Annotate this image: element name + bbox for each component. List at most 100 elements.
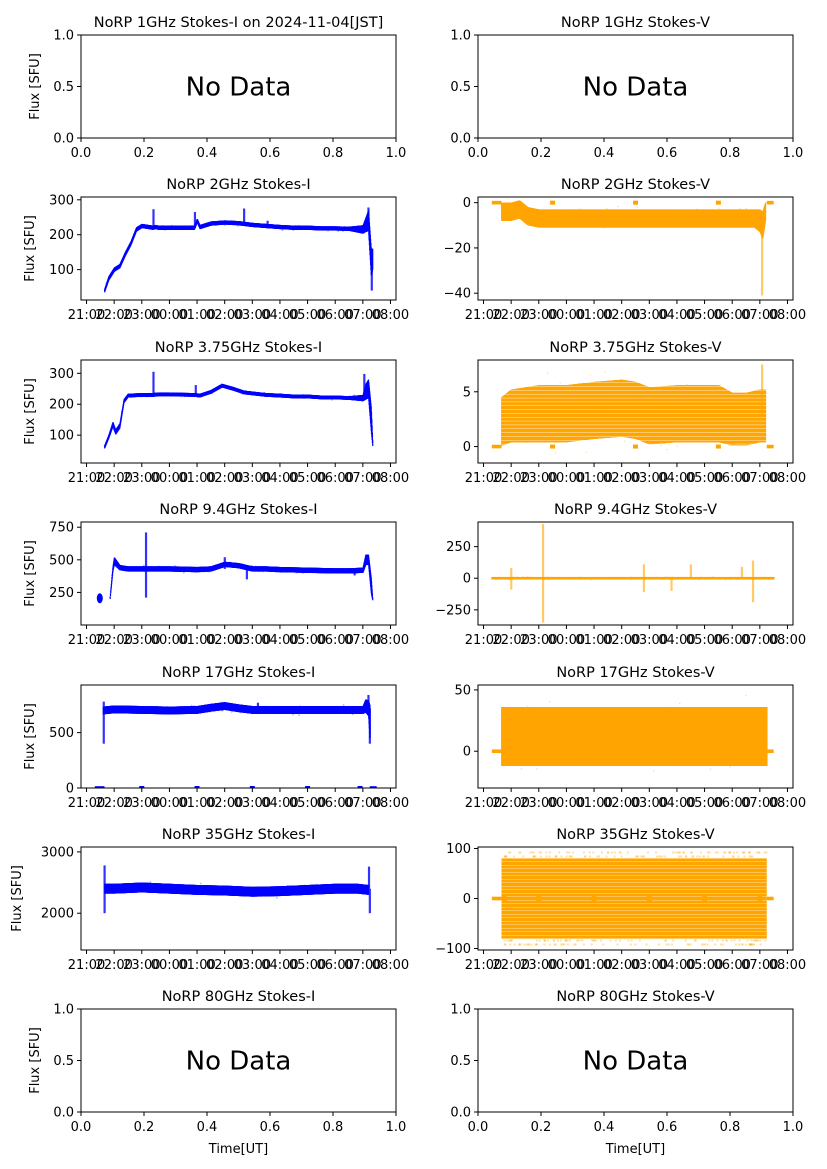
data-baseline — [766, 200, 774, 205]
data-point — [554, 452, 556, 454]
data-point — [237, 225, 239, 227]
x-tick-label: 08:00 — [372, 471, 409, 486]
y-tick-label: 0 — [463, 440, 471, 455]
band-gap — [478, 386, 793, 387]
data-point — [715, 444, 721, 449]
x-tick-label: 22:00 — [492, 308, 529, 323]
x-tick-label: 02:00 — [603, 308, 640, 323]
data-point — [633, 444, 638, 449]
y-tick-label: 0.5 — [53, 80, 74, 95]
plot-area — [104, 207, 374, 293]
x-tick-label: 04:00 — [261, 308, 298, 323]
panel-title: NoRP 1GHz Stokes-V — [561, 15, 710, 31]
y-tick-label: −20 — [444, 241, 471, 256]
x-tick-label: 21:00 — [68, 308, 105, 323]
x-tick-label: 1.0 — [386, 146, 407, 161]
band-gap — [478, 416, 793, 418]
data-point — [353, 394, 356, 396]
x-tick-label: 08:00 — [769, 308, 806, 323]
x-tick-label: 00:00 — [548, 471, 585, 486]
data-point — [280, 396, 283, 399]
data-point — [739, 208, 741, 210]
panel-title: NoRP 1GHz Stokes-I on 2024-11-04[JST] — [94, 15, 384, 31]
x-tick-label: 04:00 — [658, 308, 695, 323]
data-point — [143, 564, 145, 567]
y-tick-label: 5 — [463, 385, 471, 400]
band-gap — [478, 443, 793, 445]
y-tick-label: 100 — [49, 429, 74, 444]
y-tick-label: 0 — [463, 196, 471, 211]
band-gap — [478, 382, 793, 383]
x-tick-label: 00:00 — [151, 308, 188, 323]
band-gap — [478, 370, 793, 372]
data-point — [666, 448, 669, 451]
data-point — [717, 207, 720, 209]
axes-frame — [80, 196, 397, 301]
x-tick-label: 01:00 — [575, 471, 612, 486]
data-column — [764, 389, 767, 443]
panel-title: NoRP 3.75GHz Stokes-V — [549, 340, 721, 356]
x-tick-label: 08:00 — [769, 471, 806, 486]
data-point — [623, 440, 626, 443]
x-tick-label: 06:00 — [713, 471, 750, 486]
band-gap — [478, 397, 793, 399]
data-point — [745, 207, 747, 210]
y-axis-label: Flux [SFU] — [23, 378, 38, 445]
x-tick-label: 22:00 — [492, 471, 529, 486]
band-gap — [478, 378, 793, 380]
data-point — [585, 451, 588, 454]
data-spike — [761, 364, 764, 416]
data-point — [122, 406, 124, 409]
panel-375ghz-i: NoRP 3.75GHz Stokes-I10020030021:0022:00… — [23, 340, 409, 486]
x-tick-label: 0.4 — [594, 146, 615, 161]
data-point — [579, 208, 582, 210]
x-tick-label: 07:00 — [344, 471, 381, 486]
data-point — [605, 207, 608, 210]
data-point — [686, 383, 688, 386]
band-gap — [478, 420, 793, 422]
data-spike — [193, 212, 197, 228]
x-tick-label: 06:00 — [316, 308, 353, 323]
x-tick-label: 03:00 — [631, 308, 668, 323]
data-point — [617, 205, 619, 208]
x-tick-label: 00:00 — [151, 471, 188, 486]
data-spike — [370, 262, 373, 291]
panel-94ghz-i: NoRP 9.4GHz Stokes-I25050075021:0022:002… — [23, 502, 409, 648]
band-gap — [478, 459, 793, 460]
data-point — [281, 229, 284, 232]
data-point — [603, 227, 605, 229]
data-column — [110, 589, 112, 594]
data-point — [110, 587, 112, 589]
x-tick-label: 02:00 — [206, 308, 243, 323]
x-tick-label: 0.0 — [468, 146, 489, 161]
x-tick-label: 21:00 — [68, 471, 105, 486]
data-point — [604, 371, 606, 373]
y-tick-label: 0.0 — [53, 132, 74, 147]
x-tick-label: 02:00 — [603, 471, 640, 486]
x-tick-label: 0.8 — [323, 146, 344, 161]
data-point — [550, 444, 556, 449]
data-point — [131, 241, 133, 243]
band-gap — [478, 455, 793, 456]
band-gap — [478, 367, 793, 368]
plot-area — [96, 532, 374, 604]
data-spike — [152, 209, 155, 228]
band-gap — [478, 409, 793, 410]
y-tick-label: 300 — [49, 367, 74, 382]
x-tick-label: 07:00 — [741, 308, 778, 323]
x-tick-label: 05:00 — [686, 308, 723, 323]
data-point — [719, 384, 721, 386]
panel-title: NoRP 2GHz Stokes-I — [166, 177, 310, 193]
x-tick-label: 03:00 — [631, 471, 668, 486]
x-tick-label: 0.6 — [260, 146, 281, 161]
x-tick-label: 08:00 — [372, 308, 409, 323]
data-point — [211, 392, 213, 395]
data-point — [636, 206, 639, 209]
x-tick-label: 01:00 — [575, 308, 612, 323]
x-tick-label: 06:00 — [713, 308, 750, 323]
data-point — [330, 399, 333, 401]
x-tick-label: 05:00 — [686, 471, 723, 486]
plot-area — [103, 371, 374, 449]
